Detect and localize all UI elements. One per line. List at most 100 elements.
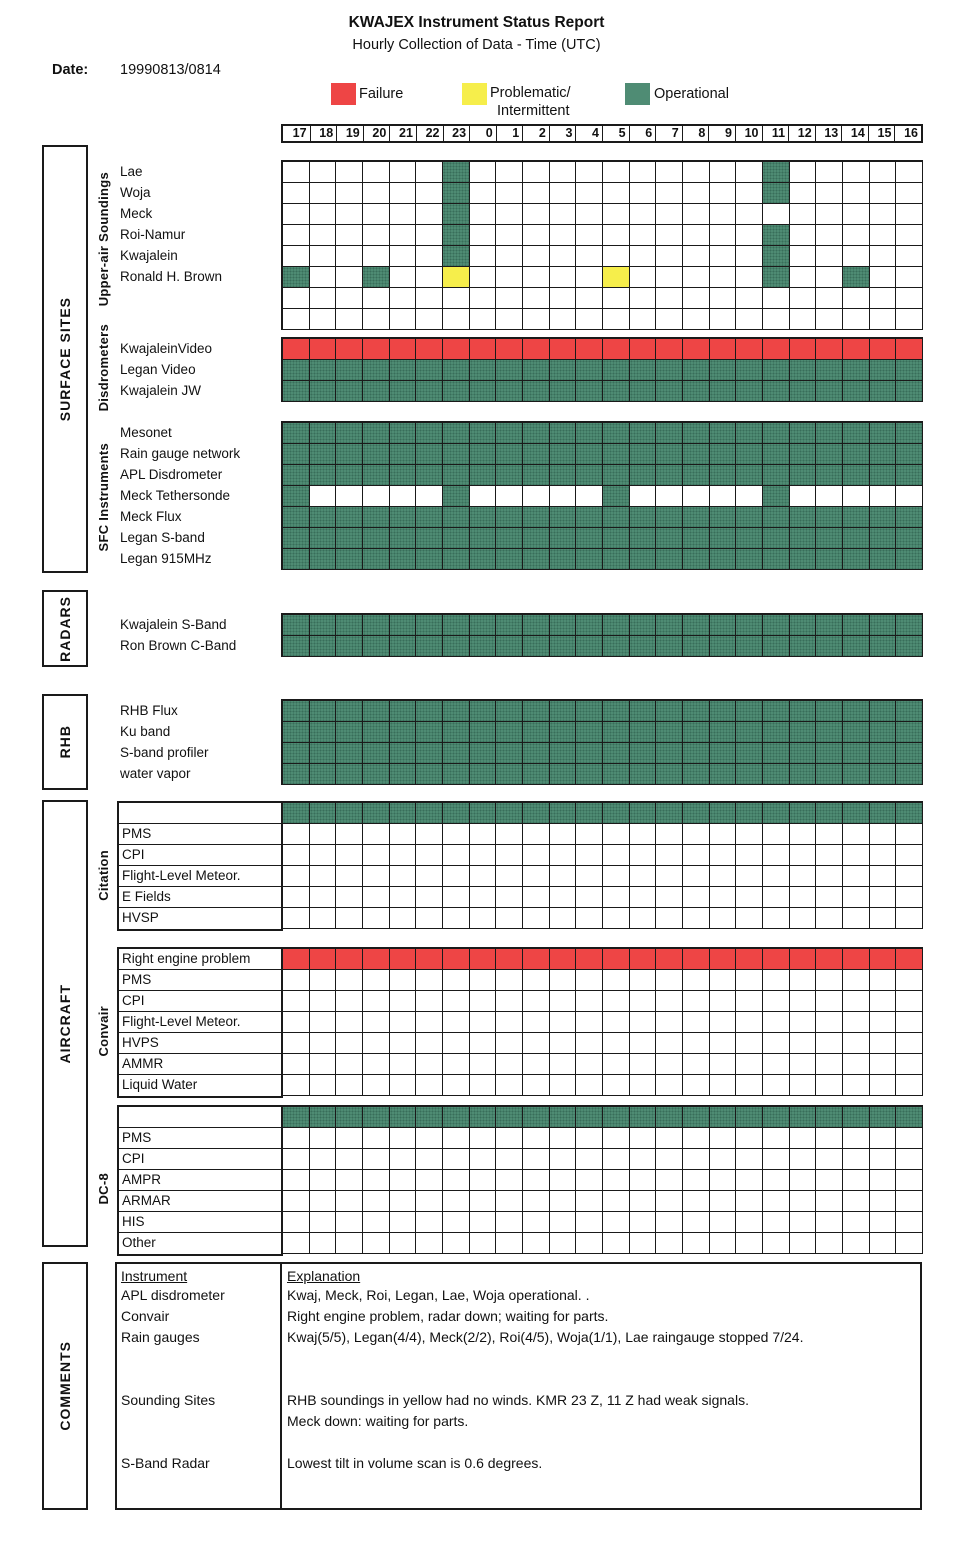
status-cell [469, 1233, 497, 1254]
status-cell [629, 465, 657, 486]
status-cell [842, 824, 870, 845]
status-cell [816, 845, 843, 866]
status-cell [362, 1012, 390, 1033]
status-cell [629, 225, 657, 246]
status-cell [283, 1033, 310, 1054]
row-label [119, 1107, 281, 1128]
status-cell [842, 381, 870, 402]
status-cell [816, 246, 843, 267]
status-cell [283, 507, 310, 528]
status-cell [709, 528, 737, 549]
status-cell [416, 507, 443, 528]
status-cell [336, 866, 363, 887]
status-cell [362, 339, 390, 360]
status-cell [896, 246, 923, 267]
hour-label: 13 [814, 126, 842, 141]
status-cell [389, 1128, 417, 1149]
status-cell [896, 309, 923, 330]
status-cell [389, 339, 417, 360]
status-cell [789, 1012, 817, 1033]
status-cell [816, 1191, 843, 1212]
row-label: Meck Flux [120, 509, 182, 524]
status-cell [549, 743, 577, 764]
status-cell [842, 1075, 870, 1096]
status-cell [336, 636, 363, 657]
status-cell [789, 887, 817, 908]
status-cell [602, 339, 630, 360]
status-cell [416, 1054, 443, 1075]
status-cell [816, 824, 843, 845]
status-cell [736, 824, 763, 845]
status-cell [549, 507, 577, 528]
status-cell [442, 1233, 470, 1254]
band-grid [281, 613, 923, 657]
status-cell [896, 381, 923, 402]
row-label: Kwajalein [120, 248, 178, 263]
status-cell [442, 991, 470, 1012]
status-cell [709, 824, 737, 845]
status-cell [629, 246, 657, 267]
status-cell [416, 722, 443, 743]
status-cell [309, 225, 337, 246]
status-cell [469, 845, 497, 866]
status-cell [896, 1075, 923, 1096]
status-cell [522, 1075, 550, 1096]
status-cell [629, 1233, 657, 1254]
row-label [119, 803, 281, 824]
status-cell [362, 1233, 390, 1254]
status-cell [336, 615, 363, 636]
status-cell [682, 444, 710, 465]
status-cell [896, 701, 923, 722]
status-cell [869, 722, 897, 743]
status-cell [709, 309, 737, 330]
status-cell [362, 1128, 390, 1149]
status-cell [896, 1054, 923, 1075]
status-cell [496, 528, 523, 549]
status-cell [336, 1107, 363, 1128]
status-cell [416, 423, 443, 444]
status-cell [602, 908, 630, 929]
status-cell [656, 423, 683, 444]
status-cell [469, 887, 497, 908]
status-cell [896, 360, 923, 381]
hour-label: 20 [362, 126, 390, 141]
row-label: CPI [119, 845, 281, 866]
status-cell [816, 1128, 843, 1149]
status-cell [283, 743, 310, 764]
status-cell [629, 1075, 657, 1096]
status-cell [522, 1233, 550, 1254]
status-cell [389, 615, 417, 636]
status-cell [762, 887, 790, 908]
comment-instrument: Convair [121, 1308, 170, 1324]
status-cell [736, 1107, 763, 1128]
problematic-label-line2: Intermittent [497, 103, 570, 119]
status-cell [682, 887, 710, 908]
status-cell [416, 1149, 443, 1170]
status-cell [896, 1191, 923, 1212]
status-cell [309, 866, 337, 887]
status-cell [469, 225, 497, 246]
status-cell [389, 1012, 417, 1033]
status-cell [336, 949, 363, 970]
status-cell [522, 444, 550, 465]
status-cell [602, 722, 630, 743]
status-cell [736, 528, 763, 549]
status-cell [602, 1075, 630, 1096]
status-cell [896, 204, 923, 225]
status-cell [762, 423, 790, 444]
status-cell [869, 339, 897, 360]
status-cell [629, 1170, 657, 1191]
status-cell [789, 288, 817, 309]
hour-label: 12 [788, 126, 815, 141]
status-cell [336, 360, 363, 381]
status-cell [496, 1212, 523, 1233]
subsection-sfc-instruments-label: SFC Instruments [95, 442, 111, 552]
status-cell [869, 507, 897, 528]
status-cell [549, 486, 577, 507]
status-cell [869, 1033, 897, 1054]
status-cell [576, 1033, 603, 1054]
status-cell [442, 528, 470, 549]
row-label: Ronald H. Brown [120, 269, 223, 284]
status-cell [709, 381, 737, 402]
